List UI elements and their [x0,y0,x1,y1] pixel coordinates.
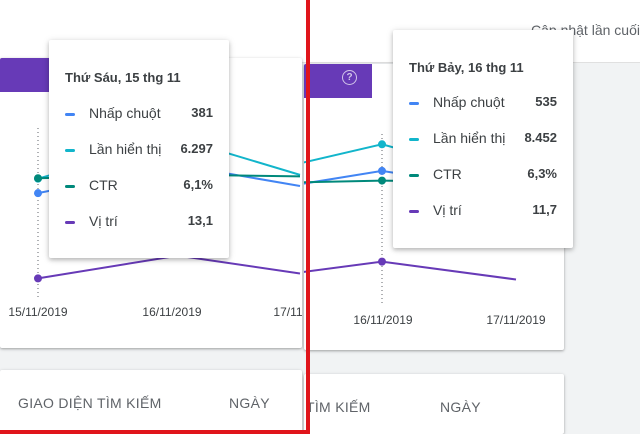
tooltip-label: CTR [89,177,118,193]
tooltip-value: 535 [535,94,557,109]
tooltip-label: Lần hiển thị [89,141,162,157]
tooltip-label: Vị trí [433,202,462,218]
x-tick-label: 16/11/2019 [142,305,201,319]
hover-point[interactable] [378,140,386,149]
dimension-tabs-card-left: GIAO DIỆN TÌM KIẾM NGÀY [0,370,302,434]
hover-point[interactable] [34,174,42,183]
tab-dates[interactable]: NGÀY [229,395,270,411]
ctr-swatch [65,185,75,188]
tab-search-appearance[interactable]: GIAO DIỆN TÌM KIẾM [18,395,162,411]
position-swatch [65,221,75,224]
x-tick-label: 16/11/2019 [353,313,412,327]
chart-tooltip-right: Thứ Bảy, 16 thg 11 Nhấp chuột 535 Lần hi… [393,30,573,248]
tooltip-label: Lần hiển thị [433,130,506,146]
impressions-swatch [409,138,419,141]
tooltip-value: 381 [191,105,213,120]
tooltip-row-impressions: Lần hiển thị 8.452 [409,130,557,148]
impressions-swatch [65,149,75,152]
tooltip-row-ctr: CTR 6,3% [409,166,557,184]
tooltip-value: 11,7 [532,202,557,217]
chart-tooltip-left: Thứ Sáu, 15 thg 11 Nhấp chuột 381 Lần hi… [49,40,229,258]
x-tick-label: 17/11 [273,305,302,319]
tab-dates-right[interactable]: NGÀY [440,399,481,415]
metric-header-strip: ? [304,64,372,98]
tooltip-row-impressions: Lần hiển thị 6.297 [65,141,213,159]
tooltip-label: Vị trí [89,213,118,229]
series-line-3 [304,260,517,281]
hover-point[interactable] [34,189,42,198]
position-swatch [409,210,419,213]
tooltip-value: 13,1 [187,213,213,228]
tooltip-value: 6,1% [183,177,213,192]
hover-point[interactable] [378,176,386,185]
hover-point[interactable] [378,166,386,175]
ctr-swatch [409,174,419,177]
tooltip-value: 6,3% [527,166,557,181]
tooltip-date: Thứ Bảy, 16 thg 11 [409,60,524,75]
hover-point[interactable] [34,274,42,283]
tooltip-label: Nhấp chuột [89,105,161,121]
clicks-swatch [65,113,75,116]
tooltip-row-clicks: Nhấp chuột 535 [409,94,557,112]
hover-point[interactable] [378,257,386,266]
tooltip-row-position: Vị trí 11,7 [409,202,557,220]
tooltip-row-ctr: CTR 6,1% [65,177,213,195]
x-tick-label: 17/11/2019 [486,313,545,327]
tooltip-value: 6.297 [180,141,213,156]
tooltip-row-clicks: Nhấp chuột 381 [65,105,213,123]
tooltip-value: 8.452 [524,130,557,145]
tooltip-row-position: Vị trí 13,1 [65,213,213,231]
clicks-swatch [409,102,419,105]
x-tick-label: 15/11/2019 [8,305,67,319]
tooltip-label: CTR [433,166,462,182]
tab-search-appearance-right[interactable]: TÌM KIẾM [306,399,371,415]
tooltip-date: Thứ Sáu, 15 thg 11 [65,70,181,85]
series-line-3 [37,254,301,280]
tooltip-label: Nhấp chuột [433,94,505,110]
help-circle-icon[interactable]: ? [342,70,357,85]
dimension-tabs-card-right: TÌM KIẾM NGÀY [304,374,564,434]
